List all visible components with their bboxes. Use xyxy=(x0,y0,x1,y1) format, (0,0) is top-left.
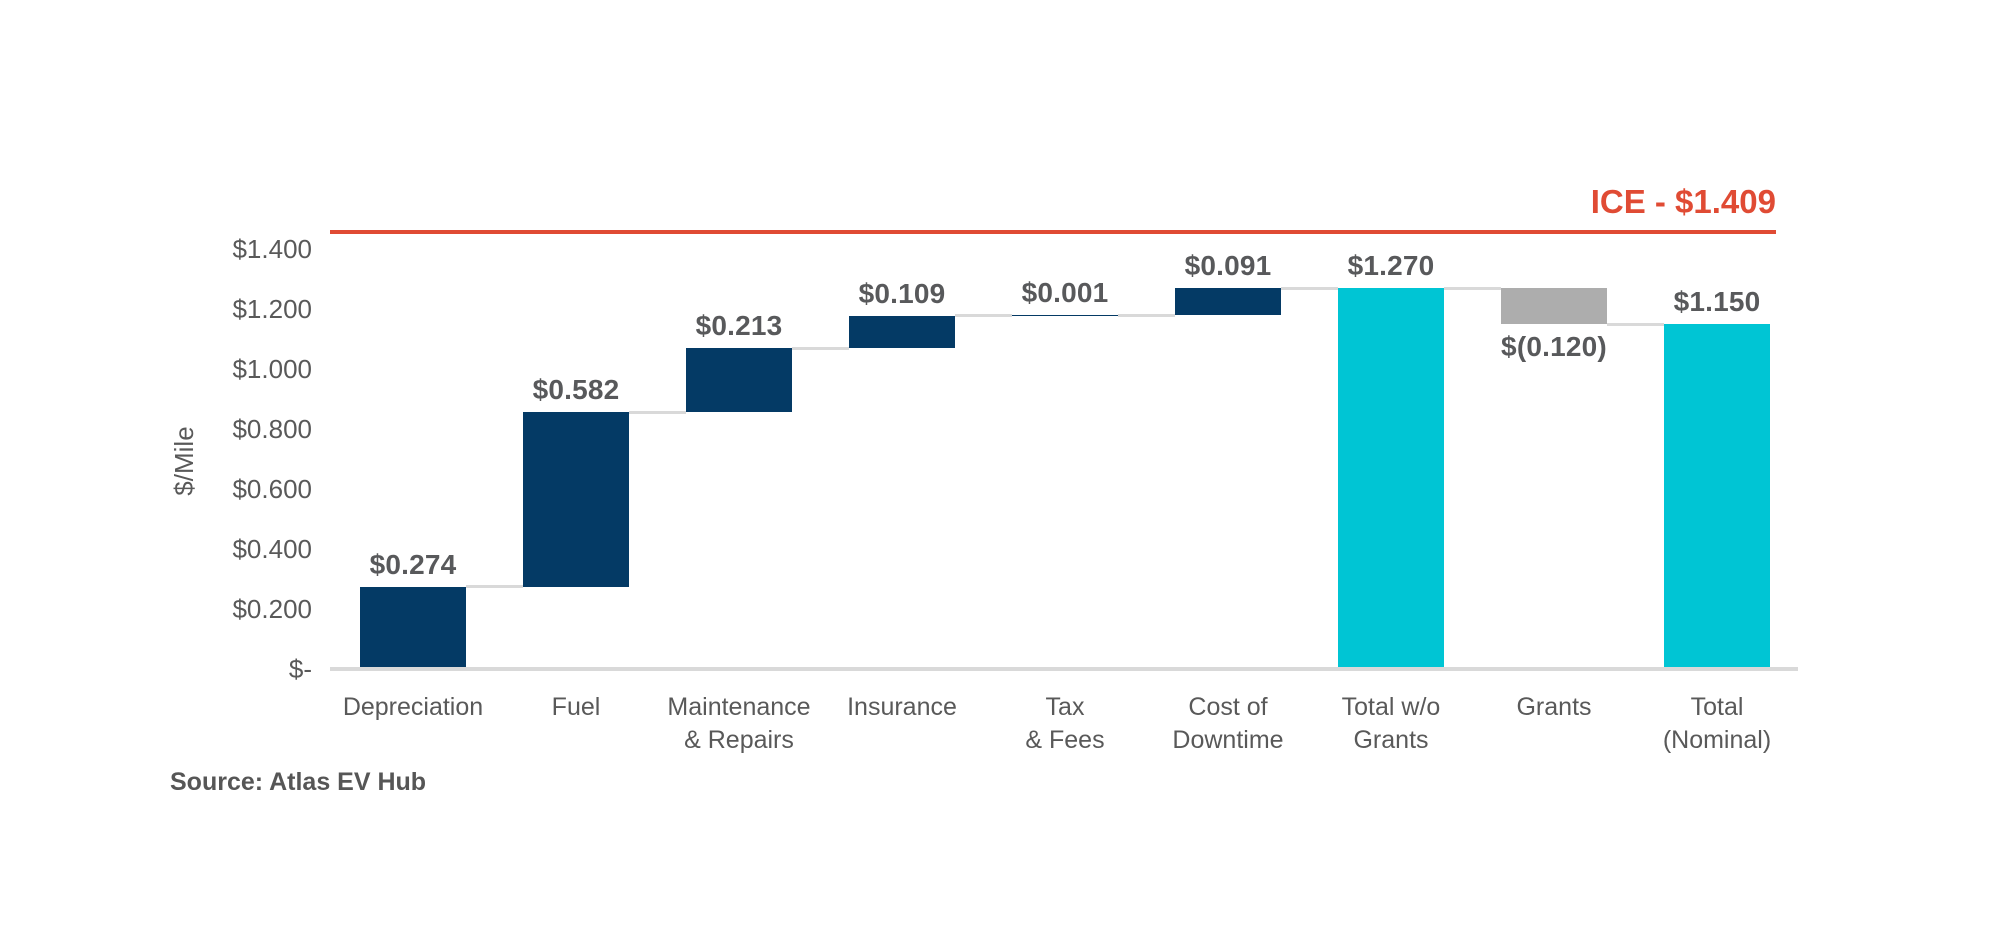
category-label: Depreciation xyxy=(342,693,484,721)
connector-line xyxy=(1118,313,1175,317)
category-label: Maintenance & Repairs xyxy=(667,693,811,754)
category-label: Grants xyxy=(1516,693,1592,721)
bar-fuel xyxy=(523,412,629,587)
connector-line xyxy=(1444,286,1501,290)
bar-value-label: $0.274 xyxy=(369,548,457,580)
bar-value-label: $(0.120) xyxy=(1501,331,1607,362)
connector-line xyxy=(1607,322,1664,326)
bar-value-label: $0.582 xyxy=(532,374,620,406)
category-label: Tax & Fees xyxy=(1025,693,1105,754)
bar-value-label: $0.109 xyxy=(858,277,946,309)
connector-line xyxy=(792,346,849,350)
y-axis-tick-label: $1.000 xyxy=(232,354,312,384)
category-label: Total (Nominal) xyxy=(1662,693,1772,754)
category-label: Cost of Downtime xyxy=(1172,693,1284,754)
category-label: Insurance xyxy=(847,693,957,721)
y-axis-tick-label: $- xyxy=(288,654,312,684)
ice-reference-line xyxy=(330,230,1776,235)
y-axis-tick-label: $0.400 xyxy=(232,534,312,564)
bar-grants xyxy=(1501,288,1607,324)
y-axis-tick-label: $0.800 xyxy=(232,414,312,444)
bar-maintenance-repairs xyxy=(686,348,792,413)
bar-insurance xyxy=(849,315,955,349)
category-label: Fuel xyxy=(551,693,601,721)
connector-line xyxy=(955,314,1012,318)
bar-depreciation xyxy=(360,586,466,669)
bar-total-w-o-grants xyxy=(1338,288,1444,669)
bar-cost-of-downtime xyxy=(1175,288,1281,316)
x-axis-line xyxy=(330,667,1798,671)
bar-value-label: $0.091 xyxy=(1184,250,1272,281)
ice-reference-label: ICE - $1.409 xyxy=(1590,183,1776,221)
connector-line xyxy=(629,410,686,414)
bar-value-label: $1.270 xyxy=(1347,250,1435,281)
category-label: Total w/o Grants xyxy=(1341,693,1441,754)
bar-total-nominal xyxy=(1664,324,1770,669)
bar-value-label: $1.150 xyxy=(1673,286,1761,317)
connector-line xyxy=(466,585,523,589)
source-note: Source: Atlas EV Hub xyxy=(170,768,427,796)
y-axis-tick-label: $0.600 xyxy=(232,474,312,504)
connector-line xyxy=(1281,286,1338,290)
y-axis-tick-label: $1.200 xyxy=(232,294,312,324)
y-axis-tick-label: $1.400 xyxy=(232,234,312,264)
y-axis-tick-label: $0.200 xyxy=(232,594,312,624)
bar-value-label: $0.001 xyxy=(1021,277,1109,309)
bar-value-label: $0.213 xyxy=(695,310,783,342)
